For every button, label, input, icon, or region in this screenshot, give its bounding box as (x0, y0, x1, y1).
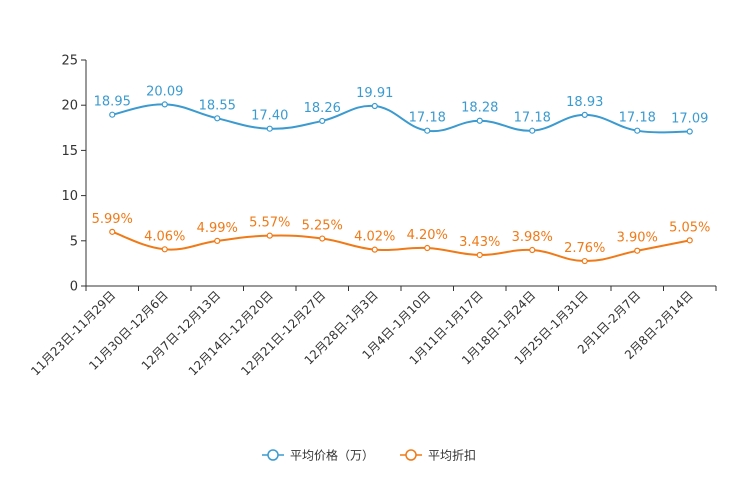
series-layer: 18.95 20.09 18.55 17.40 18.26 19.91 17.18 18.28… (92, 84, 710, 265)
data-point[interactable] (214, 115, 221, 122)
data-label: 4.06% (144, 229, 185, 244)
data-label: 18.95 (94, 95, 131, 110)
data-label: 18.26 (304, 101, 341, 116)
data-point[interactable] (319, 235, 326, 242)
series-line (111, 230, 690, 263)
data-point[interactable] (634, 247, 641, 254)
data-point[interactable] (581, 257, 588, 265)
series-0: 18.95 20.09 18.55 17.40 18.26 19.91 17.18 18.28… (94, 84, 708, 135)
y-tick-label: 20 (61, 99, 78, 114)
data-label: 4.02% (354, 230, 395, 245)
data-label: 17.40 (251, 109, 288, 124)
data-label: 3.98% (512, 230, 553, 245)
data-label: 17.18 (619, 111, 656, 126)
legend-marker (267, 449, 279, 461)
data-label: 18.93 (566, 95, 603, 110)
legend: 平均价格（万） 平均折扣 (262, 448, 476, 463)
data-point[interactable] (529, 127, 536, 134)
data-point[interactable] (214, 237, 221, 244)
legend-marker (405, 449, 417, 461)
data-point[interactable] (109, 228, 116, 235)
series-line (112, 103, 690, 134)
series-1: 5.99% 4.06% 4.99% 5.57% 5.25% 4.02% 4.20% 3.43%… (92, 212, 710, 265)
data-label: 17.18 (514, 111, 551, 126)
data-point[interactable] (319, 117, 326, 125)
data-label: 4.99% (197, 221, 238, 236)
data-label: 20.09 (146, 84, 183, 99)
data-label: 5.25% (302, 219, 343, 234)
data-point[interactable] (161, 246, 168, 253)
y-axis: 0 5 10 15 20 25 (61, 54, 87, 295)
data-point[interactable] (476, 251, 483, 259)
x-tick-label: 11月23日-11月29日 (28, 288, 118, 378)
data-point[interactable] (266, 232, 273, 239)
data-point[interactable] (371, 246, 378, 253)
legend-label: 平均价格（万） (290, 448, 374, 463)
data-point[interactable] (476, 117, 483, 124)
data-point[interactable] (266, 125, 273, 132)
data-label: 17.18 (409, 111, 446, 126)
data-point[interactable] (686, 128, 693, 135)
data-point[interactable] (529, 246, 536, 254)
data-label: 3.90% (617, 231, 658, 246)
data-point[interactable] (424, 244, 431, 252)
y-tick-label: 15 (61, 144, 78, 159)
data-point[interactable] (371, 102, 378, 110)
data-label: 4.20% (407, 228, 448, 243)
x-axis: 11月23日-11月29日11月30日-12月6日12月7日-12月13日12月… (28, 285, 717, 378)
y-tick-label: 25 (61, 54, 78, 69)
data-label: 19.91 (356, 86, 393, 101)
data-label: 2.76% (564, 241, 605, 256)
data-point[interactable] (161, 101, 168, 108)
data-point[interactable] (686, 237, 693, 244)
data-label: 18.55 (199, 98, 236, 113)
legend-label: 平均折扣 (428, 448, 476, 463)
data-point[interactable] (109, 111, 116, 118)
y-tick-label: 0 (70, 280, 78, 295)
data-label: 18.28 (461, 101, 498, 116)
data-label: 3.43% (459, 235, 500, 250)
data-point[interactable] (581, 111, 588, 118)
legend-item-1[interactable]: 平均折扣 (400, 448, 476, 463)
data-point[interactable] (424, 127, 431, 134)
data-label: 17.09 (671, 112, 708, 127)
y-tick-label: 10 (61, 189, 78, 204)
data-point[interactable] (634, 127, 641, 134)
data-label: 5.57% (249, 216, 290, 231)
data-label: 5.99% (92, 212, 133, 227)
y-tick-label: 5 (70, 234, 78, 249)
data-label: 5.05% (669, 220, 710, 235)
legend-item-0[interactable]: 平均价格（万） (262, 448, 374, 463)
